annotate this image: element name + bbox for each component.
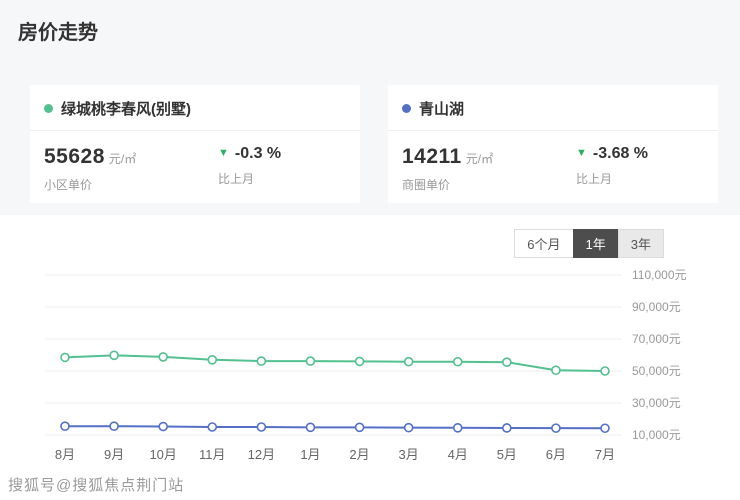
data-point[interactable] — [502, 357, 512, 367]
change-stat: ▼ -3.68 % 比上月 — [576, 145, 726, 193]
x-axis-tick: 12月 — [248, 447, 275, 462]
price-label: 小区单价 — [44, 178, 93, 192]
series-line — [65, 425, 606, 430]
x-axis-tick: 9月 — [104, 447, 124, 462]
data-point[interactable] — [158, 421, 168, 432]
x-axis-tick: 3月 — [399, 447, 419, 462]
price-unit: 元/㎡ — [465, 152, 494, 166]
data-point[interactable] — [354, 422, 365, 433]
price-stat: 14211 元/㎡ 商圈单价 — [402, 145, 552, 193]
tab-6months[interactable]: 6个月 — [514, 229, 574, 258]
change-stat: ▼ -0.3 % 比上月 — [218, 145, 368, 193]
data-point[interactable] — [452, 423, 463, 433]
change-value: -0.3 % — [234, 145, 282, 162]
data-point[interactable] — [403, 422, 414, 433]
x-axis-tick: 10月 — [149, 447, 176, 462]
y-axis-tick: 110,000元 — [632, 268, 687, 282]
data-point[interactable] — [551, 365, 561, 375]
data-point[interactable] — [305, 356, 316, 366]
data-point[interactable] — [551, 423, 561, 433]
series-line — [64, 354, 606, 372]
price-unit: 元/㎡ — [108, 152, 137, 166]
data-point[interactable] — [158, 352, 168, 362]
district-name: 青山湖 — [419, 101, 465, 118]
x-axis-tick: 5月 — [497, 447, 517, 462]
price-value: 55628 — [44, 145, 105, 168]
price-label: 商圈单价 — [402, 178, 451, 192]
y-axis-tick: 10,000元 — [632, 428, 681, 442]
tab-3years[interactable]: 3年 — [617, 229, 664, 258]
data-point[interactable] — [207, 422, 218, 432]
x-axis-tick: 7月 — [595, 447, 615, 462]
x-axis-tick: 11月 — [199, 447, 226, 462]
card-header: 青山湖 — [388, 85, 718, 130]
data-point[interactable] — [452, 356, 463, 367]
data-point[interactable] — [109, 421, 119, 431]
data-point[interactable] — [256, 422, 267, 432]
x-axis-tick: 2月 — [349, 447, 369, 462]
y-axis-tick: 70,000元 — [632, 332, 681, 346]
card-header: 绿城桃李春风(别墅) — [30, 85, 360, 130]
time-range-tabs: 6个月 1年 3年 — [514, 229, 664, 258]
data-point[interactable] — [305, 422, 316, 433]
legend-dot-blue — [402, 104, 411, 113]
data-point[interactable] — [502, 423, 512, 433]
change-label: 比上月 — [218, 172, 255, 186]
community-name: 绿城桃李春风(别墅) — [61, 101, 191, 118]
stat-card-community: 绿城桃李春风(别墅) 55628 元/㎡ 小区单价 ▼ -0.3 % 比上月 — [30, 85, 360, 203]
price-trend-chart: 110,000元 90,000元 70,000元 50,000元 30,000元 10,0… — [45, 268, 687, 462]
legend-dot-green — [44, 104, 53, 113]
y-axis-tick: 90,000元 — [632, 300, 681, 314]
data-point[interactable] — [354, 356, 365, 367]
y-axis-tick: 30,000元 — [632, 396, 681, 410]
price-value: 14211 — [402, 145, 462, 168]
x-axis-tick: 6月 — [546, 447, 566, 462]
data-point[interactable] — [600, 423, 610, 434]
data-point[interactable] — [600, 366, 610, 376]
divider — [388, 130, 718, 131]
data-point[interactable] — [60, 421, 70, 431]
stat-card-district: 青山湖 14211 元/㎡ 商圈单价 ▼ -3.68 % 比上月 — [388, 85, 718, 203]
y-axis-tick: 50,000元 — [632, 364, 681, 378]
data-point[interactable] — [207, 355, 218, 365]
change-label: 比上月 — [576, 172, 613, 186]
triangle-down-icon: ▼ — [576, 147, 587, 159]
data-point[interactable] — [403, 356, 414, 367]
x-axis-tick: 8月 — [55, 447, 75, 462]
divider — [30, 130, 360, 131]
change-value: -3.68 % — [592, 145, 649, 162]
chart-panel: 6个月 1年 3年 110,000元 90,000元 70,000元 50,000元 3… — [0, 215, 740, 500]
price-stat: 55628 元/㎡ 小区单价 — [44, 145, 194, 193]
data-point[interactable] — [60, 352, 70, 363]
data-point[interactable] — [256, 356, 267, 366]
tab-1year[interactable]: 1年 — [572, 229, 619, 258]
x-axis-tick: 1月 — [300, 447, 320, 462]
triangle-down-icon: ▼ — [218, 147, 229, 159]
x-axis-tick: 4月 — [448, 447, 468, 462]
page-title: 房价走势 — [18, 22, 98, 44]
watermark-text: 搜狐号@搜狐焦点荆门站 — [8, 477, 185, 494]
data-point[interactable] — [109, 350, 119, 361]
